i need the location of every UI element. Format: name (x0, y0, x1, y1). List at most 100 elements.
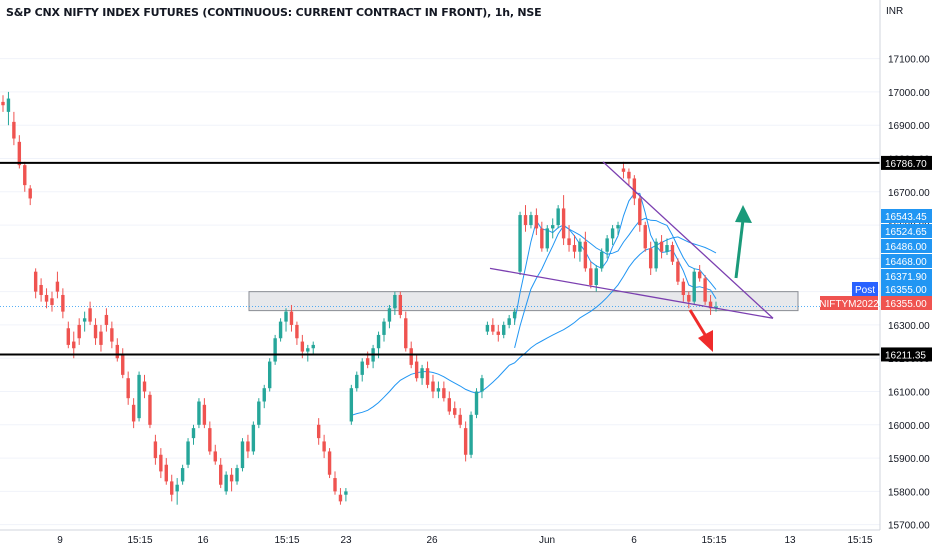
candle[interactable] (648, 241, 653, 275)
candle[interactable] (387, 304, 392, 329)
candle[interactable] (523, 205, 528, 232)
candle[interactable] (88, 301, 92, 325)
candle[interactable] (567, 225, 571, 252)
candle[interactable] (55, 271, 60, 299)
candle[interactable] (121, 348, 125, 379)
candle[interactable] (556, 205, 560, 229)
candle[interactable] (589, 261, 593, 289)
candle[interactable] (687, 291, 691, 309)
candle[interactable] (610, 225, 615, 246)
candle[interactable] (616, 221, 620, 236)
candle[interactable] (28, 185, 32, 206)
candle[interactable] (284, 308, 288, 332)
candle[interactable] (197, 398, 201, 429)
candle[interactable] (267, 358, 272, 392)
candle[interactable] (561, 195, 566, 246)
candle[interactable] (491, 318, 495, 335)
candle[interactable] (703, 275, 707, 305)
candle[interactable] (697, 265, 702, 282)
candle[interactable] (12, 111, 16, 146)
candle[interactable] (142, 374, 147, 399)
candle[interactable] (224, 471, 228, 495)
candle[interactable] (355, 371, 359, 392)
candle[interactable] (251, 421, 256, 455)
candle[interactable] (66, 321, 71, 349)
candle[interactable] (99, 324, 103, 352)
candle[interactable] (670, 241, 675, 266)
candle[interactable] (496, 324, 500, 342)
candle[interactable] (316, 418, 321, 445)
candle[interactable] (164, 458, 168, 485)
candle[interactable] (246, 434, 250, 459)
bullish-arrow[interactable] (734, 219, 745, 279)
candle[interactable] (643, 221, 647, 252)
support-zone[interactable] (248, 291, 799, 312)
candle[interactable] (273, 334, 277, 365)
candle[interactable] (295, 321, 299, 345)
candle[interactable] (485, 321, 490, 335)
wedge-lower-trendline[interactable] (489, 267, 774, 319)
candle[interactable] (77, 318, 81, 345)
candle[interactable] (540, 221, 544, 252)
candle[interactable] (322, 434, 326, 459)
bearish-arrow[interactable] (688, 309, 709, 339)
candle[interactable] (235, 464, 239, 485)
candle[interactable] (583, 231, 588, 272)
candle[interactable] (126, 371, 130, 405)
candle[interactable] (219, 458, 223, 489)
candle[interactable] (578, 238, 582, 262)
candle[interactable] (605, 235, 609, 259)
candle[interactable] (333, 471, 337, 495)
candle[interactable] (175, 478, 179, 505)
candle[interactable] (137, 371, 141, 422)
candle[interactable] (534, 208, 539, 236)
candle[interactable] (180, 464, 185, 485)
candle[interactable] (393, 291, 397, 315)
candle[interactable] (382, 318, 386, 342)
candle[interactable] (404, 311, 408, 352)
candle[interactable] (159, 448, 163, 479)
candle[interactable] (507, 314, 511, 329)
candle[interactable] (148, 391, 152, 429)
candle[interactable] (131, 398, 136, 429)
candle[interactable] (208, 421, 212, 455)
candle[interactable] (82, 311, 87, 332)
candle[interactable] (474, 388, 479, 419)
candle[interactable] (44, 288, 49, 309)
candle[interactable] (398, 291, 403, 319)
candle[interactable] (33, 268, 38, 299)
candle[interactable] (61, 288, 65, 319)
candle[interactable] (676, 258, 680, 285)
candle[interactable] (1, 95, 5, 112)
candle[interactable] (306, 344, 310, 362)
candle[interactable] (480, 374, 484, 399)
candle[interactable] (278, 318, 283, 342)
candle[interactable] (327, 448, 332, 479)
candle[interactable] (338, 488, 343, 505)
candle[interactable] (572, 235, 577, 259)
candle[interactable] (39, 278, 43, 302)
candle[interactable] (186, 438, 190, 469)
candle[interactable] (627, 168, 631, 186)
candle[interactable] (502, 321, 506, 339)
candle[interactable] (551, 218, 555, 239)
candle[interactable] (229, 468, 234, 492)
candle[interactable] (104, 308, 109, 332)
candle[interactable] (170, 474, 174, 502)
candle[interactable] (262, 384, 266, 409)
candle[interactable] (621, 161, 626, 179)
candle[interactable] (458, 408, 462, 429)
candle[interactable] (708, 294, 713, 315)
candle[interactable] (202, 398, 207, 429)
candle[interactable] (257, 398, 261, 429)
candle[interactable] (344, 488, 348, 502)
candle[interactable] (414, 354, 419, 382)
candle[interactable] (442, 381, 446, 402)
candle[interactable] (6, 91, 11, 126)
candle[interactable] (692, 268, 696, 305)
candle[interactable] (420, 364, 424, 385)
candle[interactable] (681, 278, 686, 302)
candle[interactable] (714, 301, 718, 312)
candle[interactable] (240, 438, 245, 472)
